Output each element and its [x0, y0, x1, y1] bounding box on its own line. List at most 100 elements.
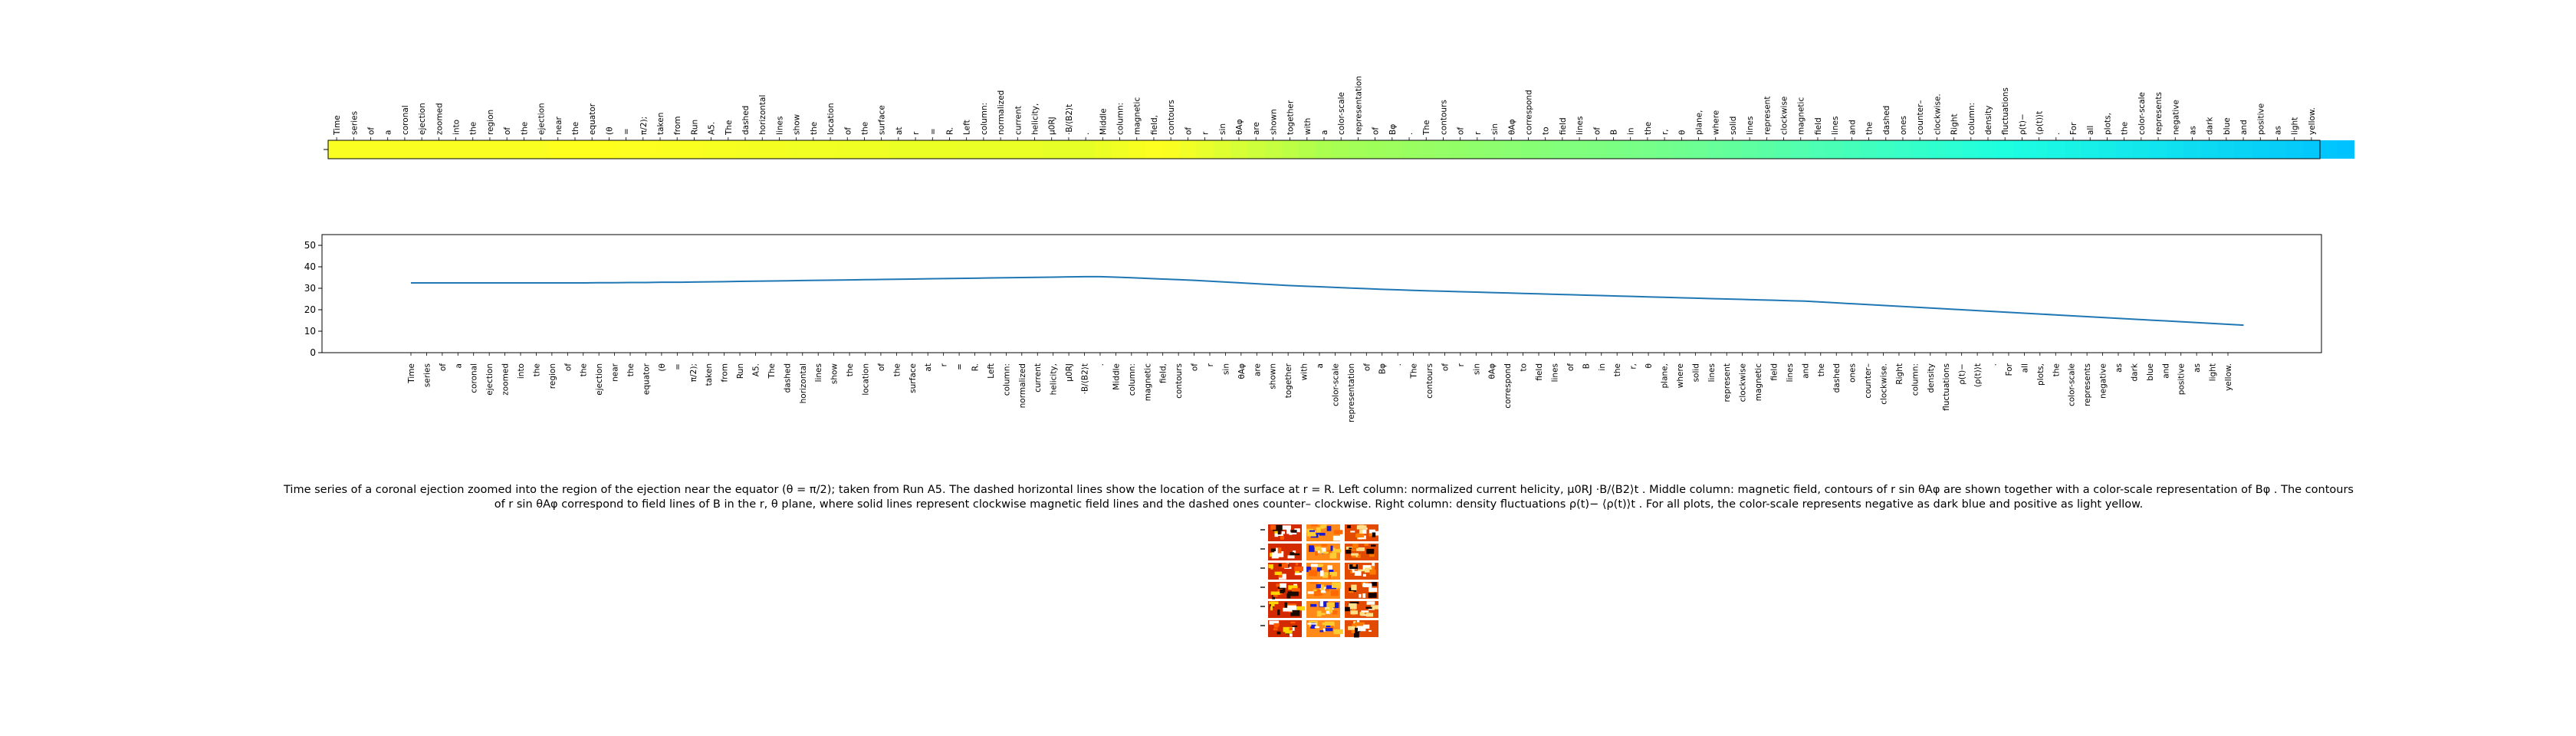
thumbnail-blob — [1319, 601, 1329, 607]
heatmap-token-label: the — [1865, 122, 1875, 135]
thumbnail-blob — [1329, 604, 1332, 608]
heatmap-cell — [1553, 140, 1572, 159]
thumbnail-blob — [1349, 547, 1352, 551]
heatmap-token-label: to — [1542, 127, 1551, 135]
heatmap-token-label: are — [1252, 122, 1261, 135]
thumbnail-blob — [1355, 627, 1358, 631]
thumbnail-blob — [1268, 564, 1273, 569]
heatmap-token-label: counter– — [1916, 100, 1925, 135]
x-tick-label: of — [1362, 363, 1372, 371]
x-tick-label: ρ(t)− — [1958, 363, 1967, 385]
thumbnail-blob — [1270, 524, 1276, 530]
heatmap-token-label: lines — [1831, 117, 1840, 135]
heatmap-cell — [1179, 140, 1198, 159]
heatmap-token-label: column: — [1967, 103, 1976, 135]
heatmap-token-label: of — [367, 127, 376, 135]
x-tick-label: the — [2052, 363, 2061, 376]
heatmap-cell — [736, 140, 754, 159]
heatmap-cell — [1145, 140, 1163, 159]
heatmap-token-label: sin — [1490, 123, 1500, 135]
thumbnail-blob — [1273, 623, 1280, 626]
thumbnail-blob — [1349, 591, 1354, 593]
x-tick-label: dashed — [1832, 363, 1842, 393]
heatmap-cell — [2167, 140, 2184, 159]
heatmap-cell — [2252, 140, 2269, 159]
thumbnail-blob — [1365, 606, 1372, 610]
heatmap-token-label: π/2); — [639, 117, 649, 135]
figure-thumbnail — [1257, 523, 1380, 639]
heatmap-cell — [2217, 140, 2236, 159]
x-tick-label: The — [767, 363, 777, 380]
x-tick-label: . — [1990, 363, 1999, 366]
heatmap-token-label: taken — [656, 113, 665, 135]
thumbnail-axis-mark — [1260, 606, 1265, 607]
x-tick-label: light — [2209, 363, 2218, 381]
heatmap-cell — [1094, 140, 1112, 159]
heatmap-token-label: of — [1372, 127, 1381, 135]
x-tick-label: all — [2020, 363, 2029, 373]
x-tick-label: contours — [1175, 363, 1184, 399]
heatmap-token-label: r — [1474, 131, 1483, 135]
x-tick-label: contours — [1425, 363, 1434, 399]
thumbnail-blob — [1330, 590, 1339, 596]
thumbnail-blob — [1308, 570, 1318, 577]
x-tick-label: the — [1613, 363, 1622, 376]
thumbnail-blob — [1371, 544, 1376, 547]
heatmap-cell — [2013, 140, 2032, 159]
x-tick-label: dashed — [783, 363, 792, 393]
x-tick-label: of — [564, 363, 573, 371]
heatmap-cell — [1213, 140, 1231, 159]
x-tick-label: representation — [1347, 363, 1356, 422]
heatmap-cell — [651, 140, 669, 159]
thumbnail-blob — [1309, 530, 1315, 532]
thumbnail-blob — [1316, 584, 1321, 589]
heatmap-cell — [1536, 140, 1555, 159]
heatmap-cell — [1468, 140, 1487, 159]
x-tick-label: where — [1676, 363, 1685, 388]
heatmap-token-label: positive — [2256, 104, 2266, 135]
x-tick-label: of — [877, 363, 886, 371]
heatmap-cell — [839, 140, 856, 159]
thumbnail-blob — [1326, 626, 1331, 628]
thumbnail-blob — [1329, 572, 1337, 577]
thumbnail-blob — [1365, 567, 1374, 573]
x-tick-label: yellow. — [2224, 363, 2233, 391]
heatmap-cell — [2200, 140, 2219, 159]
x-tick-label: field, — [1159, 363, 1168, 383]
heatmap-cell — [379, 140, 397, 159]
heatmap-token-label: together — [1286, 100, 1296, 135]
y-tick-label: 40 — [304, 261, 316, 272]
thumbnail-blob — [1292, 625, 1298, 627]
heatmap-token-label: of — [843, 127, 853, 135]
thumbnail-blob — [1276, 547, 1280, 553]
x-tick-label: a — [1316, 363, 1325, 368]
x-tick-label: Right — [1895, 363, 1904, 385]
thumbnail-blob — [1314, 589, 1321, 593]
thumbnail-blob — [1306, 531, 1316, 537]
heatmap-token-label: r, — [1661, 129, 1670, 135]
heatmap-cell — [413, 140, 431, 159]
heatmap-cell — [754, 140, 771, 159]
thumbnail-blob — [1326, 609, 1331, 614]
heatmap-cell — [2115, 140, 2134, 159]
heatmap-token-label: For — [2069, 122, 2078, 135]
thumbnail-blob — [1345, 606, 1350, 612]
thumbnail-blob — [1364, 544, 1368, 546]
heatmap-token-label: show — [793, 113, 802, 135]
thumbnail-blob — [1291, 530, 1297, 533]
thumbnail-blob — [1293, 610, 1296, 615]
x-tick-label: coronal — [470, 363, 479, 393]
x-tick-label: . — [1394, 363, 1403, 366]
thumbnail-blob — [1362, 584, 1372, 587]
heatmap-cell — [1451, 140, 1470, 159]
thumbnail-blob — [1317, 566, 1322, 572]
x-tick-label: field — [1770, 363, 1779, 381]
heatmap-cell — [924, 140, 941, 159]
thumbnail-blob — [1276, 583, 1280, 587]
heatmap-token-label: surface — [878, 105, 887, 135]
x-tick-label: are — [1253, 363, 1262, 376]
heatmap-token-label: dashed — [1882, 106, 1891, 135]
thumbnail-blob — [1368, 587, 1378, 592]
x-tick-label: magnetic — [1754, 363, 1763, 401]
heatmap-token-label: field — [1559, 117, 1568, 135]
